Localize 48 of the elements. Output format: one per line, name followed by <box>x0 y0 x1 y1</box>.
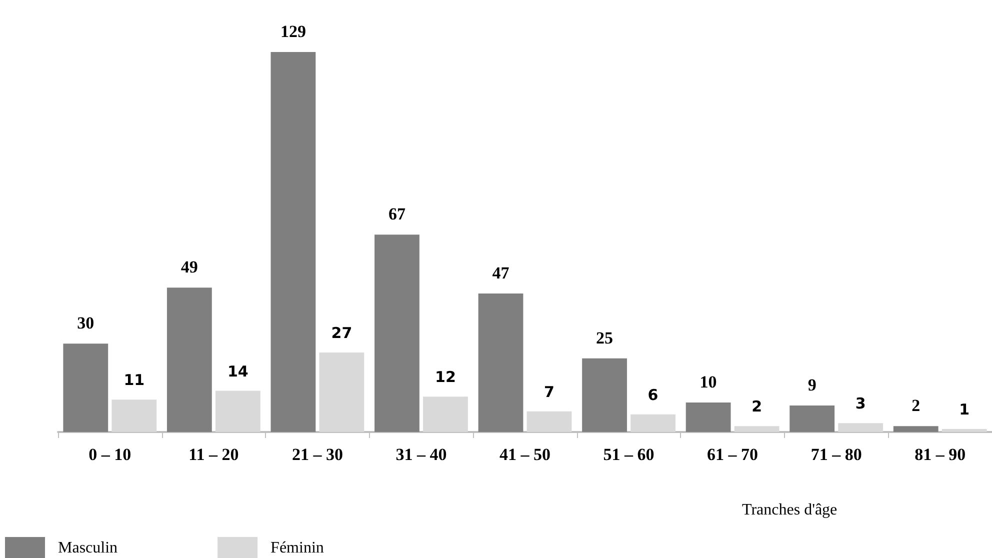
x-tick-label: 31 – 40 <box>396 445 447 464</box>
data-label: 2 <box>752 398 762 416</box>
data-label: 11 <box>124 371 145 390</box>
data-label: 2 <box>912 396 920 416</box>
data-label: 30 <box>77 314 94 333</box>
data-label: 6 <box>648 386 658 404</box>
x-tick-label: 11 – 20 <box>188 445 239 464</box>
data-label: 25 <box>596 328 614 348</box>
bar <box>63 344 108 432</box>
data-label: 129 <box>280 22 306 41</box>
data-label: 12 <box>435 368 456 386</box>
legend-label: Masculin <box>58 540 118 556</box>
x-tick-label: 71 – 80 <box>810 445 862 464</box>
bar <box>734 426 780 432</box>
data-label: 3 <box>855 394 866 413</box>
bar <box>686 402 731 432</box>
bar <box>478 294 524 432</box>
bar <box>942 429 987 432</box>
x-tick-label: 81 – 90 <box>914 445 966 464</box>
data-label: 10 <box>700 372 717 392</box>
bar <box>374 234 420 432</box>
x-tick-label: 61 – 70 <box>707 445 758 464</box>
data-label: 49 <box>180 258 198 277</box>
bar <box>423 396 468 432</box>
data-label: 9 <box>808 375 816 394</box>
bar <box>215 390 260 432</box>
x-tick-label: 41 – 50 <box>500 445 550 464</box>
bar <box>790 405 835 432</box>
bar <box>112 400 157 432</box>
x-tick-label: 0 – 10 <box>88 445 132 464</box>
bar <box>526 411 572 432</box>
bar <box>270 52 316 432</box>
bar <box>319 352 364 432</box>
data-label: 67 <box>388 204 406 224</box>
data-label: 7 <box>544 382 554 401</box>
data-label: 47 <box>492 264 510 283</box>
bar <box>893 426 938 432</box>
x-tick-label: 21 – 30 <box>292 445 343 464</box>
data-label: 14 <box>227 362 248 380</box>
data-label: 1 <box>959 400 970 419</box>
x-axis-title: Tranches d'âge <box>742 502 838 518</box>
bar <box>838 423 884 432</box>
data-label: 27 <box>331 324 352 342</box>
legend-label: Féminin <box>270 540 324 556</box>
bar <box>166 288 212 432</box>
bar <box>630 414 676 432</box>
x-tick-label: 51 – 60 <box>603 445 654 464</box>
bar <box>582 358 627 432</box>
